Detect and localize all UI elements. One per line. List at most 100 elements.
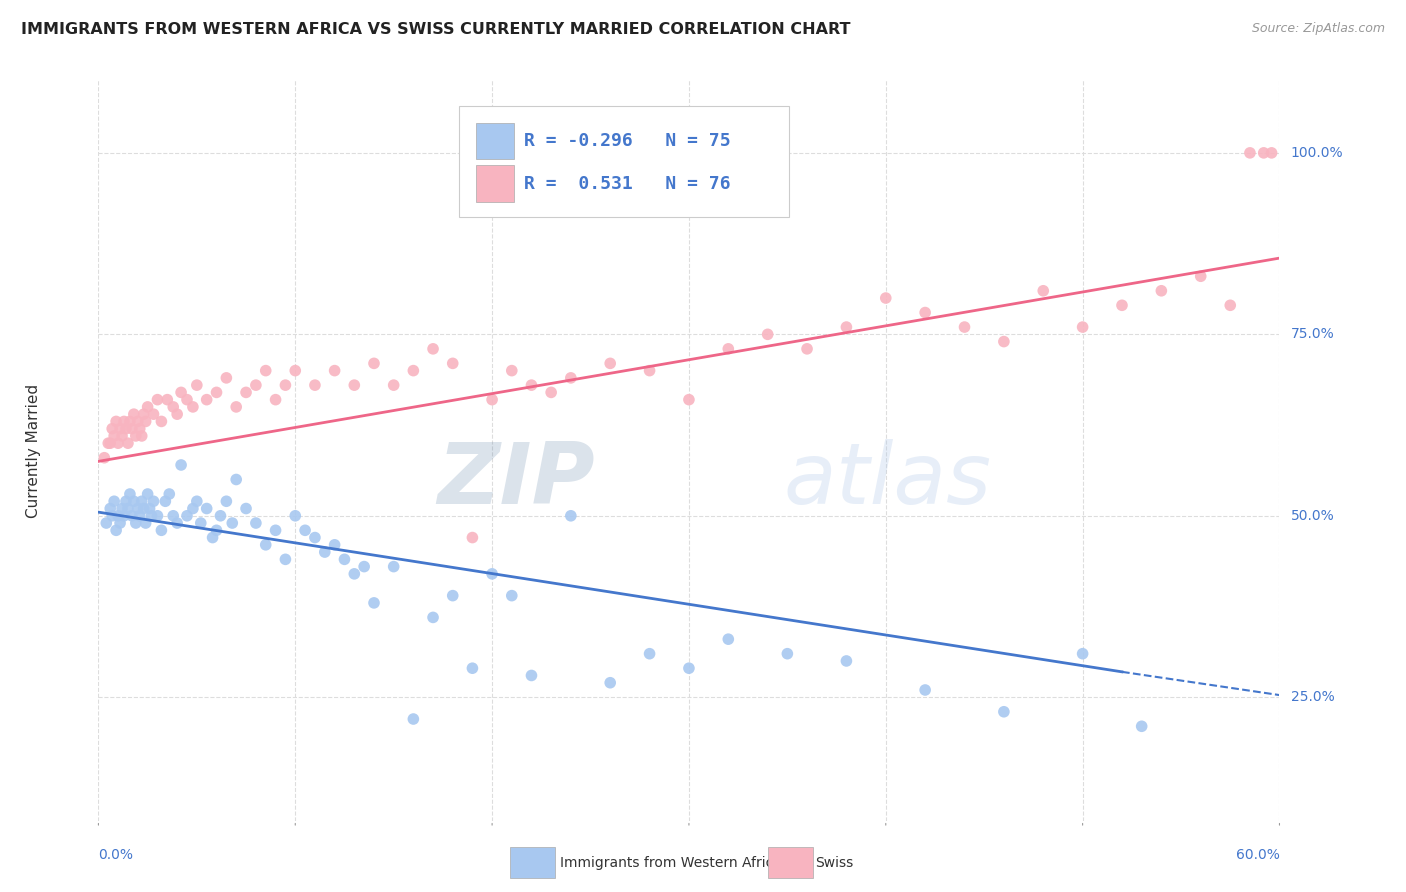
Point [1032, 284, 1054, 298]
Point [146, 508, 169, 523]
Point [131, 429, 153, 443]
Text: 60.0%: 60.0% [1236, 848, 1279, 863]
Point [205, 524, 228, 538]
Point [155, 494, 177, 508]
Point [136, 400, 159, 414]
Point [117, 501, 139, 516]
Point [135, 414, 157, 428]
Point [121, 422, 143, 436]
Point [181, 501, 204, 516]
Point [118, 487, 141, 501]
Point [195, 501, 218, 516]
Point [274, 552, 297, 566]
Point [245, 516, 267, 530]
Point [118, 414, 141, 428]
Point [103, 429, 125, 443]
Point [314, 545, 336, 559]
Point [353, 559, 375, 574]
Text: Swiss: Swiss [815, 855, 853, 870]
Point [382, 378, 405, 392]
Point [835, 320, 858, 334]
Point [112, 414, 135, 428]
Point [363, 596, 385, 610]
Point [993, 334, 1015, 349]
Point [162, 508, 184, 523]
Point [166, 516, 188, 530]
Point [599, 356, 621, 370]
Point [162, 400, 184, 414]
Point [128, 508, 150, 523]
Point [304, 378, 326, 392]
Text: 75.0%: 75.0% [1291, 327, 1334, 342]
Point [136, 487, 159, 501]
Point [128, 422, 150, 436]
Point [1189, 269, 1212, 284]
Point [190, 516, 212, 530]
Point [481, 392, 503, 407]
Point [132, 501, 155, 516]
Point [1253, 145, 1275, 160]
Text: Immigrants from Western Africa: Immigrants from Western Africa [560, 855, 782, 870]
FancyBboxPatch shape [477, 123, 515, 160]
Point [112, 508, 135, 523]
Point [122, 494, 145, 508]
Point [138, 501, 160, 516]
Point [304, 531, 326, 545]
Point [993, 705, 1015, 719]
Point [125, 516, 148, 530]
Point [127, 501, 149, 516]
Point [186, 378, 208, 392]
Point [225, 400, 247, 414]
Point [121, 508, 143, 523]
Point [195, 392, 218, 407]
Point [105, 414, 128, 428]
Point [98, 436, 121, 450]
Point [215, 371, 238, 385]
Point [150, 524, 173, 538]
Point [132, 407, 155, 421]
Point [101, 422, 124, 436]
Point [294, 524, 316, 538]
Point [111, 429, 134, 443]
Point [756, 327, 779, 342]
Point [875, 291, 897, 305]
Point [678, 661, 700, 675]
Point [101, 508, 124, 523]
Point [343, 378, 366, 392]
Point [461, 531, 484, 545]
Point [108, 422, 131, 436]
Point [501, 589, 523, 603]
Point [461, 661, 484, 675]
Point [115, 494, 138, 508]
Point [1219, 298, 1241, 312]
Text: 50.0%: 50.0% [1291, 508, 1334, 523]
Point [225, 473, 247, 487]
Point [111, 501, 134, 516]
Point [953, 320, 976, 334]
Point [678, 392, 700, 407]
Point [103, 494, 125, 508]
Point [560, 371, 582, 385]
Point [717, 342, 740, 356]
Text: 0.0%: 0.0% [98, 848, 134, 863]
Point [205, 385, 228, 400]
Point [150, 414, 173, 428]
Point [115, 422, 138, 436]
Point [209, 508, 232, 523]
Text: Source: ZipAtlas.com: Source: ZipAtlas.com [1251, 22, 1385, 36]
Text: R =  0.531   N = 76: R = 0.531 N = 76 [523, 175, 730, 193]
Point [156, 392, 179, 407]
Point [176, 392, 198, 407]
Point [135, 516, 157, 530]
Point [181, 400, 204, 414]
Point [501, 363, 523, 377]
Point [127, 414, 149, 428]
Point [560, 508, 582, 523]
Point [599, 675, 621, 690]
Point [98, 501, 121, 516]
FancyBboxPatch shape [477, 165, 515, 202]
Point [186, 494, 208, 508]
Point [441, 589, 464, 603]
Point [117, 436, 139, 450]
Point [422, 610, 444, 624]
